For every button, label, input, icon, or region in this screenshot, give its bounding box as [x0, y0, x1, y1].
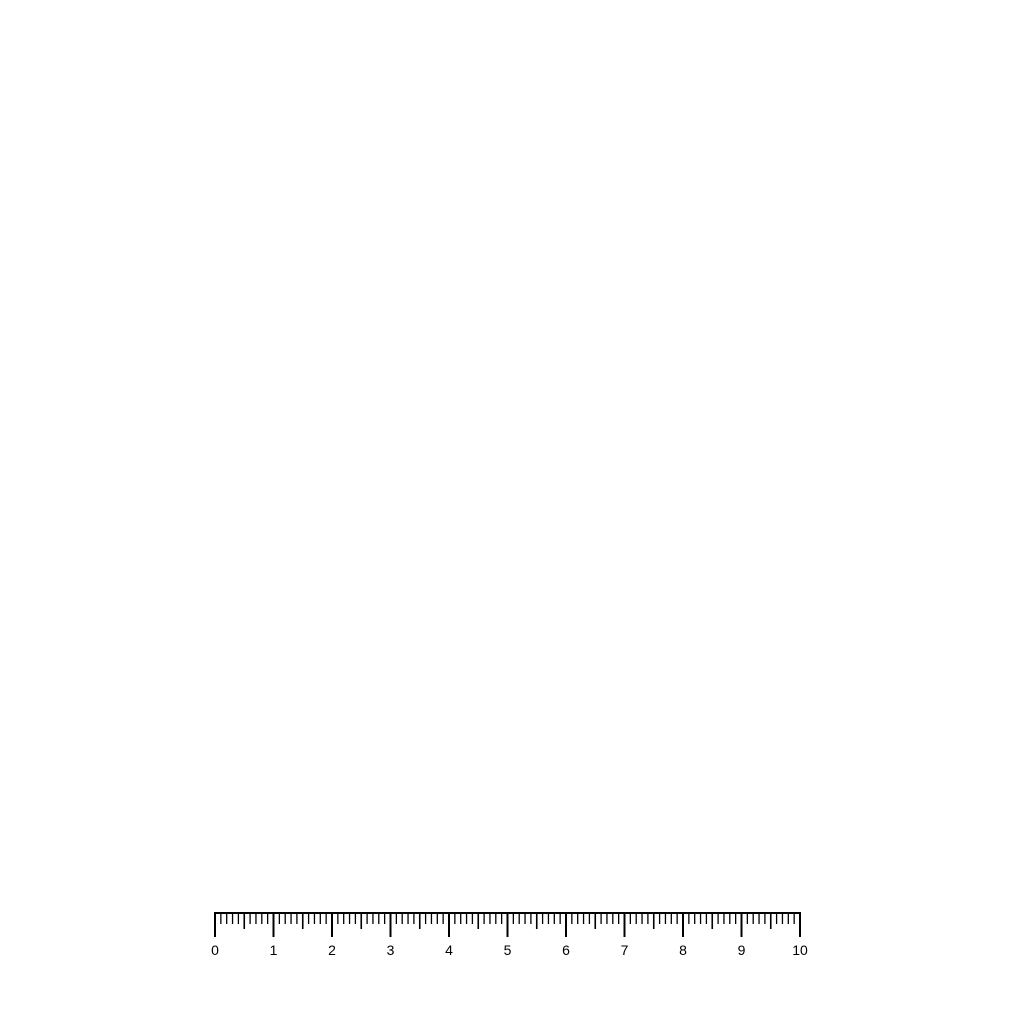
ruler-label: 3	[387, 942, 395, 958]
ruler-label: 5	[504, 942, 512, 958]
ruler-label: 1	[270, 942, 278, 958]
ruler-label: 0	[211, 942, 219, 958]
ruler-label: 8	[679, 942, 687, 958]
ruler-label: 6	[562, 942, 570, 958]
ruler-label: 4	[445, 942, 453, 958]
ruler-label: 7	[621, 942, 629, 958]
ruler-group: 0 1 2 3 4 5 6 7 8 9 10	[211, 912, 808, 958]
ruler-label: 2	[328, 942, 336, 958]
ruler-label: 10	[792, 942, 808, 958]
ruler-label: 9	[738, 942, 746, 958]
